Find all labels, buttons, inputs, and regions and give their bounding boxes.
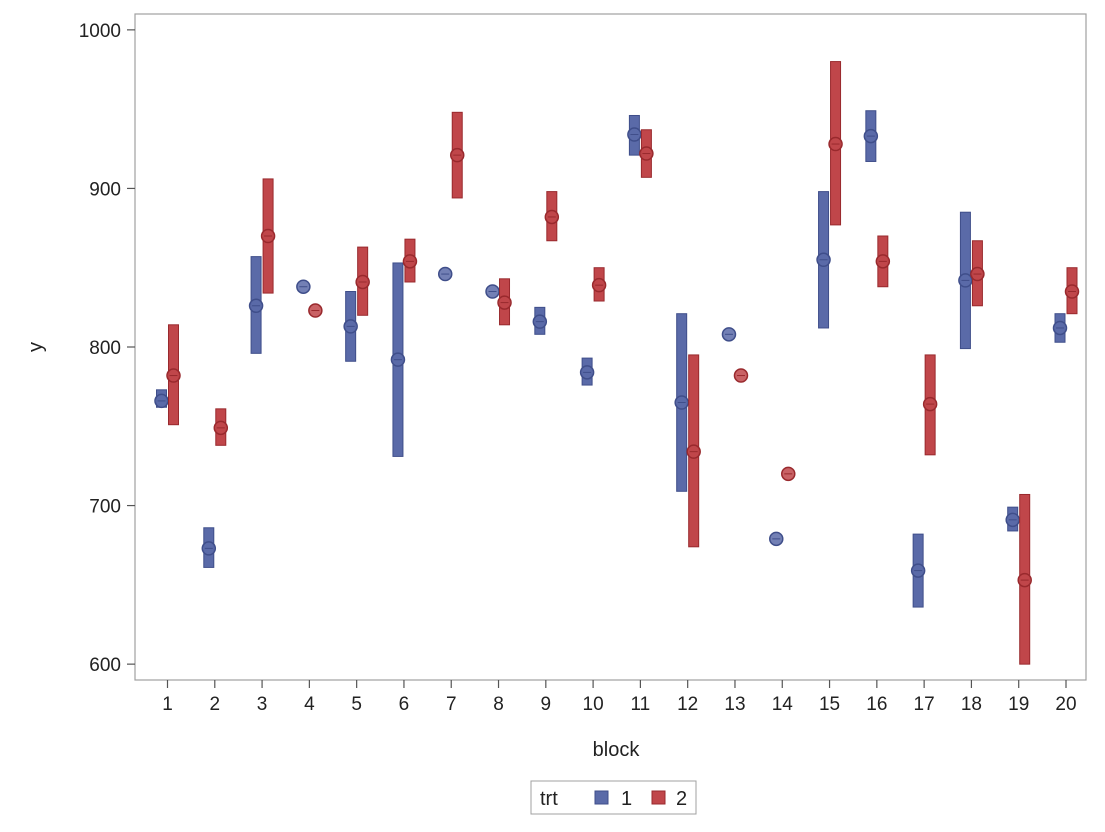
x-tick-label: 7 — [446, 694, 457, 715]
y-tick-label: 1000 — [79, 21, 121, 42]
legend-label-2: 2 — [676, 788, 687, 810]
legend-label-1: 1 — [621, 788, 632, 810]
legend-frame — [530, 780, 697, 815]
series-2 — [166, 61, 1080, 665]
legend-swatch-1 — [594, 790, 609, 805]
legend: trt 1 2 — [530, 780, 697, 815]
y-axis-label: y — [25, 342, 47, 352]
plot-frame — [134, 13, 1087, 681]
y-tick-label: 600 — [89, 655, 121, 676]
x-axis-label: block — [593, 739, 641, 761]
y-axis: 600 700 800 900 1000 — [79, 21, 135, 676]
x-tick-label: 8 — [493, 694, 504, 715]
x-tick-label: 16 — [866, 694, 887, 715]
x-tick-label: 13 — [724, 694, 745, 715]
series-1 — [154, 110, 1068, 608]
x-tick-label: 12 — [677, 694, 698, 715]
x-tick-label: 9 — [541, 694, 552, 715]
x-tick-label: 2 — [210, 694, 221, 715]
x-tick-label: 6 — [399, 694, 410, 715]
x-tick-label: 3 — [257, 694, 268, 715]
x-tick-label: 17 — [914, 694, 935, 715]
x-tick-label: 14 — [772, 694, 794, 715]
x-tick-label: 4 — [304, 694, 315, 715]
x-tick-label: 5 — [351, 694, 362, 715]
y-tick-label: 800 — [89, 338, 121, 359]
y-tick-label: 700 — [89, 497, 121, 518]
x-tick-label: 18 — [961, 694, 982, 715]
chart-marks — [154, 61, 1080, 665]
legend-swatch-2 — [651, 790, 666, 805]
x-tick-label: 10 — [583, 694, 604, 715]
y-tick-label: 900 — [89, 179, 121, 200]
legend-title: trt — [540, 788, 558, 810]
x-tick-label: 1 — [162, 694, 173, 715]
x-tick-label: 19 — [1008, 694, 1029, 715]
x-tick-label: 15 — [819, 694, 840, 715]
x-tick-label: 20 — [1055, 694, 1076, 715]
x-axis: 1 2 3 4 5 6 7 8 9 10 11 12 13 14 15 16 17 18 19 20 — [162, 680, 1077, 715]
x-tick-label: 11 — [631, 694, 651, 715]
